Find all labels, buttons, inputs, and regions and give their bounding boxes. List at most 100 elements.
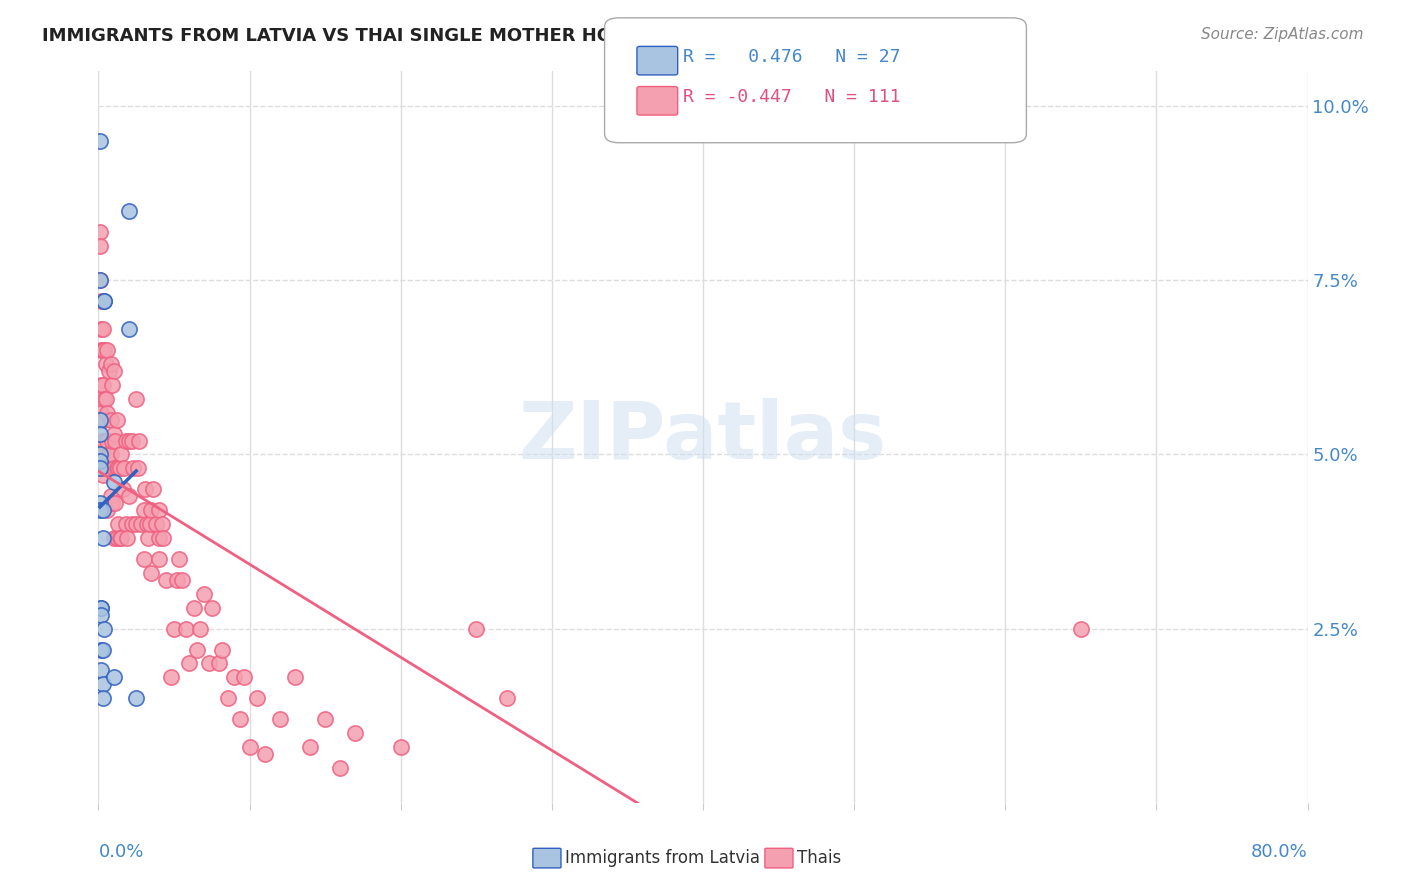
Text: R = -0.447   N = 111: R = -0.447 N = 111: [683, 88, 901, 106]
Point: [121, 434, 143, 448]
Point: [90, 607, 112, 622]
Point: [128, 434, 150, 448]
Point: [108, 531, 131, 545]
Point: [100, 412, 122, 426]
Point: [127, 461, 149, 475]
Point: [115, 531, 138, 545]
Point: [104, 496, 127, 510]
Point: [170, 573, 193, 587]
Text: Immigrants from Latvia: Immigrants from Latvia: [565, 849, 761, 867]
Point: [103, 531, 125, 545]
Point: [166, 573, 188, 587]
Point: [90, 406, 112, 420]
Point: [93, 392, 115, 406]
Point: [1070, 622, 1092, 636]
Point: [105, 412, 128, 426]
Point: [89, 503, 111, 517]
Text: ZIPatlas: ZIPatlas: [519, 398, 887, 476]
Point: [90, 377, 112, 392]
Point: [107, 461, 129, 475]
Point: [103, 364, 125, 378]
Point: [96, 343, 118, 357]
Point: [160, 670, 183, 684]
Point: [179, 657, 201, 671]
Point: [100, 448, 122, 462]
Point: [284, 670, 307, 684]
Point: [89, 273, 111, 287]
Point: [90, 600, 112, 615]
Point: [132, 552, 155, 566]
Point: [152, 531, 174, 545]
Point: [183, 600, 205, 615]
Point: [163, 622, 186, 636]
Point: [91, 691, 114, 706]
Point: [90, 600, 112, 615]
Point: [208, 657, 231, 671]
Point: [114, 434, 136, 448]
Point: [145, 517, 167, 532]
Point: [90, 642, 112, 657]
Point: [89, 225, 111, 239]
Point: [93, 434, 115, 448]
Point: [90, 343, 112, 357]
Point: [101, 377, 124, 392]
Point: [101, 496, 124, 510]
Point: [96, 406, 118, 420]
Point: [118, 434, 141, 448]
Point: [103, 670, 125, 684]
Point: [150, 517, 173, 532]
Point: [94, 461, 117, 475]
Point: [465, 622, 488, 636]
Point: [100, 489, 122, 503]
Point: [93, 622, 115, 636]
Point: [110, 448, 132, 462]
Point: [93, 412, 115, 426]
Text: IMMIGRANTS FROM LATVIA VS THAI SINGLE MOTHER HOUSEHOLDS CORRELATION CHART: IMMIGRANTS FROM LATVIA VS THAI SINGLE MO…: [42, 27, 943, 45]
Point: [89, 426, 111, 441]
Point: [103, 475, 125, 490]
Point: [103, 461, 125, 475]
Point: [246, 691, 269, 706]
Point: [136, 531, 159, 545]
Point: [134, 483, 156, 497]
Point: [125, 517, 148, 532]
Point: [197, 657, 219, 671]
Point: [91, 412, 114, 426]
Point: [239, 740, 262, 755]
Point: [94, 357, 117, 371]
Point: [389, 740, 412, 755]
Point: [89, 454, 111, 468]
Point: [125, 691, 148, 706]
Point: [129, 517, 152, 532]
Point: [224, 670, 246, 684]
Point: [114, 517, 136, 532]
Point: [122, 461, 145, 475]
Point: [155, 573, 177, 587]
Point: [125, 392, 148, 406]
Point: [90, 412, 112, 426]
Point: [112, 461, 135, 475]
Text: Thais: Thais: [797, 849, 841, 867]
Point: [314, 712, 336, 726]
Text: Source: ZipAtlas.com: Source: ZipAtlas.com: [1201, 27, 1364, 42]
Point: [91, 322, 114, 336]
Point: [201, 600, 224, 615]
Point: [135, 517, 157, 532]
Point: [89, 412, 111, 426]
Point: [101, 434, 124, 448]
Point: [90, 448, 112, 462]
Text: 0.0%: 0.0%: [98, 843, 143, 861]
Point: [94, 392, 117, 406]
Point: [89, 134, 111, 148]
Point: [141, 566, 163, 580]
Point: [96, 503, 118, 517]
Point: [93, 461, 115, 475]
Point: [104, 434, 127, 448]
Point: [91, 377, 114, 392]
Point: [118, 489, 141, 503]
Point: [141, 503, 163, 517]
Point: [91, 677, 114, 691]
Point: [91, 503, 114, 517]
Point: [93, 343, 115, 357]
Point: [91, 531, 114, 545]
